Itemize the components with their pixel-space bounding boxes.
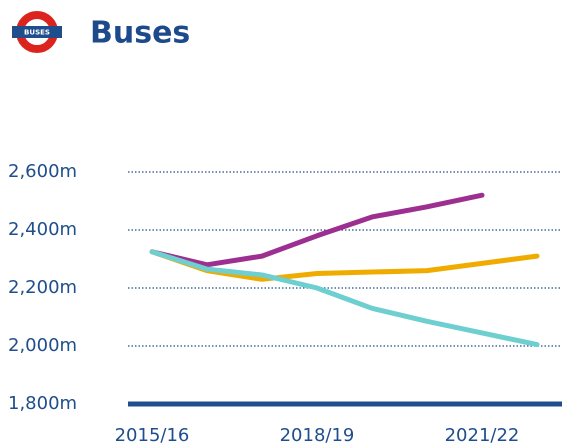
logo: BUSES <box>12 11 62 53</box>
x-tick-label: 2021/22 <box>445 425 520 446</box>
y-tick-label: 1,800m <box>8 393 77 414</box>
chart-title: Buses <box>90 16 190 51</box>
roundel-bar <box>12 26 62 38</box>
y-tick-label: 2,000m <box>8 335 77 356</box>
series-line <box>149 249 540 348</box>
y-tick-label: 2,600m <box>8 161 77 182</box>
x-tick-label: 2015/16 <box>115 425 190 446</box>
series-line <box>149 192 485 268</box>
x-tick-label: 2018/19 <box>280 425 355 446</box>
logo-text: BUSES <box>24 29 50 37</box>
y-tick-label: 2,200m <box>8 277 77 298</box>
y-tick-label: 2,400m <box>8 219 77 240</box>
